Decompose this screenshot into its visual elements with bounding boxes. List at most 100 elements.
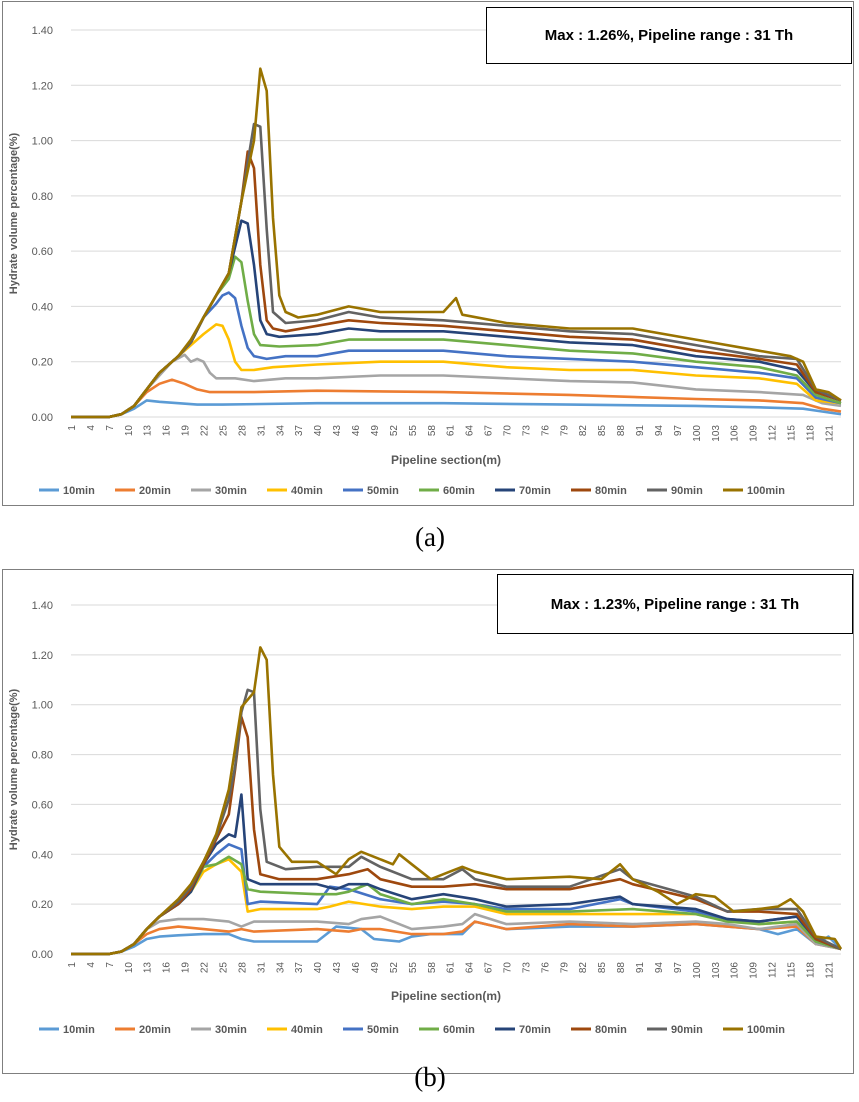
x-tick-label: 31: [256, 425, 267, 437]
x-axis-title: Pipeline section(m): [391, 453, 501, 467]
legend-label-90min: 90min: [671, 485, 703, 497]
series-line-20min: [71, 378, 842, 419]
legend-label-80min: 80min: [595, 485, 627, 497]
y-tick-label: 1.20: [32, 650, 53, 662]
x-tick-label: 64: [465, 425, 476, 437]
x-tick-label: 13: [143, 425, 154, 437]
x-tick-label: 73: [521, 425, 532, 437]
x-tick-label: 94: [654, 425, 665, 437]
series-line-100min: [71, 646, 843, 956]
y-tick-label: 0.60: [32, 246, 53, 258]
x-tick-label: 100: [692, 962, 703, 979]
series-line-30min: [71, 912, 842, 956]
y-axis-title: Hydrate volume percentage(%): [8, 132, 20, 294]
x-tick-label: 37: [294, 425, 305, 437]
x-tick-label: 115: [787, 962, 798, 978]
y-tick-label: 0.20: [32, 899, 53, 911]
x-tick-label: 121: [824, 962, 835, 979]
x-tick-label: 10: [124, 962, 135, 974]
x-tick-label: 106: [730, 962, 741, 979]
x-tick-label: 43: [332, 425, 343, 437]
legend-label-90min: 90min: [671, 1024, 703, 1036]
x-tick-label: 121: [824, 425, 835, 442]
legend-label-60min: 60min: [443, 1024, 475, 1036]
x-tick-label: 61: [446, 425, 457, 437]
series-line-70min: [71, 219, 842, 419]
x-tick-label: 7: [105, 425, 116, 431]
x-tick-label: 91: [635, 425, 646, 437]
x-tick-label: 58: [427, 962, 438, 974]
x-tick-label: 64: [465, 962, 476, 974]
legend-label-70min: 70min: [519, 485, 551, 497]
x-tick-label: 55: [408, 425, 419, 437]
x-tick-label: 82: [578, 962, 589, 974]
x-tick-label: 40: [313, 962, 324, 974]
x-tick-label: 1: [67, 962, 78, 968]
series-line-100min: [71, 67, 842, 419]
x-tick-label: 112: [768, 425, 779, 441]
series-line-20min: [71, 920, 842, 956]
x-tick-label: 115: [787, 425, 798, 441]
x-tick-label: 19: [181, 962, 192, 974]
x-tick-label: 61: [446, 962, 457, 974]
legend-label-50min: 50min: [367, 485, 399, 497]
x-tick-label: 7: [105, 962, 116, 968]
x-tick-label: 28: [237, 425, 248, 437]
legend-label-30min: 30min: [215, 485, 247, 497]
series-line-90min: [71, 688, 842, 956]
legend-label-10min: 10min: [63, 485, 95, 497]
x-tick-label: 4: [86, 962, 97, 968]
x-tick-label: 82: [578, 425, 589, 437]
x-tick-label: 70: [502, 425, 513, 437]
x-tick-label: 79: [559, 962, 570, 974]
x-tick-label: 22: [200, 962, 211, 974]
y-tick-label: 0.20: [32, 357, 53, 369]
y-tick-label: 1.00: [32, 136, 53, 148]
x-tick-label: 25: [218, 425, 229, 437]
x-tick-label: 28: [237, 962, 248, 974]
max-annotation-a: Max : 1.26%, Pipeline range : 31 Th: [486, 7, 852, 64]
legend-label-20min: 20min: [139, 1024, 171, 1036]
legend-label-40min: 40min: [291, 1024, 323, 1036]
series-line-50min: [71, 843, 842, 956]
x-tick-label: 10: [124, 425, 135, 437]
legend-label-10min: 10min: [63, 1024, 95, 1036]
y-tick-label: 0.00: [32, 949, 53, 961]
x-tick-label: 76: [540, 425, 551, 437]
chart-b-plot: 0.00 0.20 0.40 0.60 0.80 1.00 1.20 1.40 1 4 7 10 13 1…: [8, 600, 843, 1036]
x-tick-label: 67: [484, 962, 495, 974]
x-tick-label: 106: [730, 425, 741, 442]
x-tick-label: 19: [181, 425, 192, 437]
x-tick-label: 37: [294, 962, 305, 974]
x-tick-label: 85: [597, 962, 608, 974]
y-tick-label: 0.40: [32, 301, 53, 313]
x-tick-label: 52: [389, 962, 400, 974]
x-tick-label: 118: [805, 962, 816, 978]
x-tick-label: 76: [540, 962, 551, 974]
chart-a-plot: 0.00 0.20 0.40 0.60 0.80 1.00 1.20 1.40 1 4 7 10 13 1…: [8, 25, 842, 497]
x-tick-label: 1: [67, 425, 78, 431]
y-tick-label: 0.80: [32, 191, 53, 203]
chart-panel-a: 0.00 0.20 0.40 0.60 0.80 1.00 1.20 1.40 1 4 7 10 13 1…: [2, 1, 854, 506]
x-tick-label: 55: [408, 962, 419, 974]
x-tick-label: 94: [654, 962, 665, 974]
x-tick-label: 97: [673, 425, 684, 437]
y-tick-label: 1.40: [32, 600, 53, 612]
x-tick-label: 4: [86, 425, 97, 431]
x-tick-label: 97: [673, 962, 684, 974]
x-axis-title: Pipeline section(m): [391, 989, 501, 1003]
x-tick-label: 34: [275, 962, 286, 974]
x-tick-label: 25: [218, 962, 229, 974]
y-tick-label: 0.40: [32, 849, 53, 861]
x-tick-label: 16: [162, 425, 173, 437]
x-tick-label: 49: [370, 962, 381, 974]
legend-label-80min: 80min: [595, 1024, 627, 1036]
series-line-10min: [71, 399, 842, 419]
caption-a: (a): [415, 522, 445, 552]
x-tick-label: 46: [351, 425, 362, 437]
legend-label-40min: 40min: [291, 485, 323, 497]
legend-label-20min: 20min: [139, 485, 171, 497]
y-tick-label: 1.00: [32, 700, 53, 712]
y-tick-label: 0.00: [32, 412, 53, 424]
x-tick-label: 103: [711, 962, 722, 979]
